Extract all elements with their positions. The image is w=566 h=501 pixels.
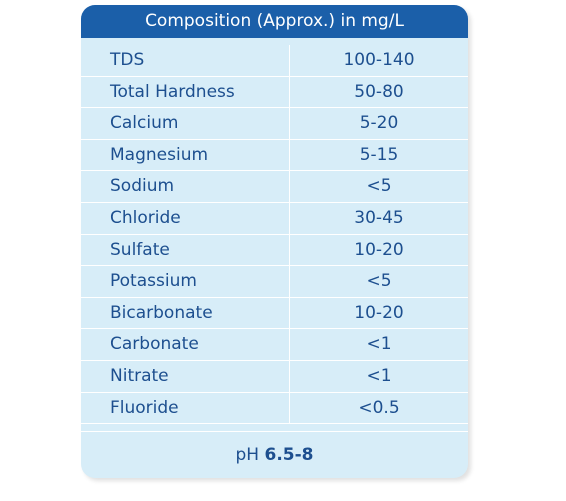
parameter-name: Potassium	[81, 266, 290, 297]
table-row: Magnesium 5-15	[81, 139, 468, 172]
parameter-value: 10-20	[354, 239, 404, 260]
parameter-value: <5	[366, 176, 392, 197]
parameter-value: 100-140	[343, 50, 415, 70]
parameter-name: Sodium	[81, 171, 290, 202]
parameter-name: Nitrate	[81, 360, 290, 392]
table-row: Fluoride <0.5	[81, 392, 468, 425]
table-row: Sodium <5	[81, 171, 468, 203]
parameter-name: Chloride	[81, 202, 290, 234]
parameter-value: 5-20	[359, 113, 399, 134]
table-row: Calcium 5-20	[81, 108, 468, 140]
parameter-value: 5-15	[359, 144, 399, 165]
parameter-name: Sulfate	[81, 234, 290, 266]
parameter-name: Bicarbonate	[81, 297, 290, 329]
parameter-value: 10-20	[354, 302, 404, 323]
table-row: Carbonate <1	[81, 329, 468, 361]
parameter-value: <0.5	[358, 397, 400, 418]
table-row: Nitrate <1	[81, 360, 468, 393]
ph-label: pH	[235, 445, 260, 465]
parameter-name: Carbonate	[81, 329, 290, 360]
parameter-name: Calcium	[81, 108, 290, 139]
parameter-value: <1	[366, 334, 392, 355]
parameter-name: TDS	[81, 45, 290, 76]
parameter-value: 50-80	[354, 81, 404, 102]
parameter-name: Magnesium	[81, 139, 290, 171]
composition-card: Composition (Approx.) in mg/L TDS 100-140…	[81, 5, 468, 478]
table-row: Bicarbonate 10-20	[81, 297, 468, 330]
table-row: Total Hardness 50-80	[81, 76, 468, 109]
table-row: Sulfate 10-20	[81, 234, 468, 267]
ph-footer: pH 6.5-8	[81, 431, 468, 478]
parameter-value: <5	[366, 271, 392, 292]
parameter-value: 30-45	[354, 207, 404, 228]
parameter-name: Total Hardness	[81, 76, 290, 108]
table-row: Potassium <5	[81, 266, 468, 298]
parameter-value: <1	[366, 365, 392, 386]
ph-value: 6.5-8	[264, 445, 314, 465]
table-title: Composition (Approx.) in mg/L	[81, 5, 468, 38]
table-row: Chloride 30-45	[81, 202, 468, 235]
table-row: TDS 100-140	[81, 45, 468, 77]
table-body: TDS 100-140 Total Hardness 50-80 Calcium 5-20…	[81, 45, 468, 425]
parameter-name: Fluoride	[81, 392, 290, 424]
